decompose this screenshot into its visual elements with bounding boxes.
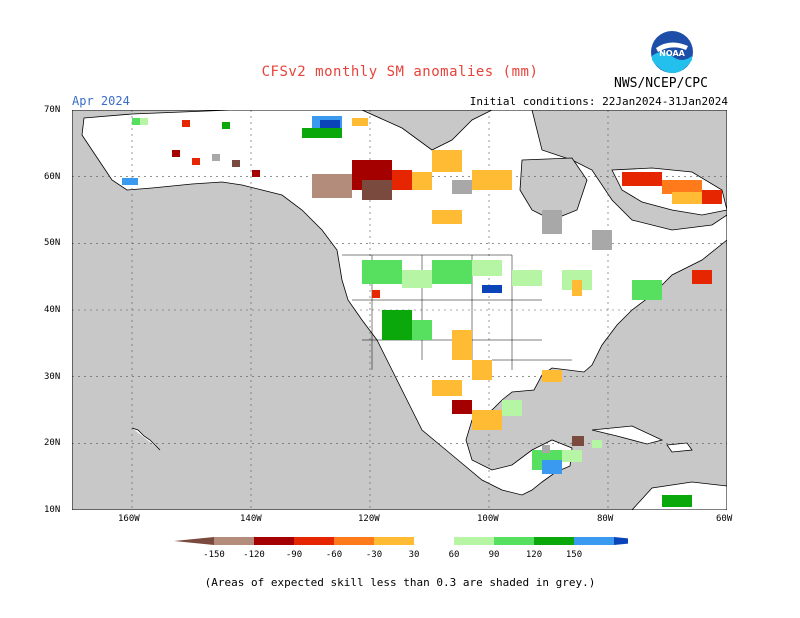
lon-label: 120W [358,514,380,524]
cuba-outline [591,425,664,445]
agency-label: NWS/NCEP/CPC [614,76,708,91]
legend-swatch [414,537,454,545]
color-legend: -150 -120 -90 -60 -30 30 60 90 120 150 [174,537,628,560]
hudson-bay [519,157,588,221]
anomaly-map [72,110,727,510]
skill-note: (Areas of expected skill less than 0.3 a… [204,576,596,589]
legend-tick-label: 150 [566,550,582,560]
legend-swatch [374,537,414,545]
legend-swatch [334,537,374,545]
map-title: CFSv2 monthly SM anomalies (mm) [261,64,539,80]
legend-tick-label: 30 [409,550,420,560]
hispaniola-outline [666,442,693,453]
lon-label: 80W [597,514,614,524]
legend-swatch [454,537,494,545]
legend-swatch [214,537,254,545]
legend-tick-label: 120 [526,550,542,560]
legend-swatch [294,537,334,545]
anomaly-cells [122,116,722,507]
legend-tick-label: 90 [489,550,500,560]
legend-tick-label: -30 [366,550,382,560]
legend-tick-label: -150 [203,550,225,560]
legend-tick-label: -120 [243,550,265,560]
legend-tick-label: 60 [449,550,460,560]
lat-label: 40N [44,305,61,315]
legend-arrow-low [174,537,214,545]
legend-tick-label: -90 [286,550,302,560]
svg-text:NOAA: NOAA [659,49,685,58]
lat-label: 10N [44,505,61,515]
lat-label: 70N [44,105,61,115]
lon-label: 160W [118,514,140,524]
lon-label: 140W [240,514,262,524]
legend-arrow-high [614,537,628,545]
forecast-period: Apr 2024 [72,94,130,108]
initial-conditions: Initial conditions: 22Jan2024-31Jan2024 [469,95,728,108]
lat-label: 30N [44,372,61,382]
lat-label: 60N [44,172,61,182]
latlon-grid [72,110,727,510]
noaa-logo-icon: NOAA [651,31,693,74]
legend-swatch [254,537,294,545]
lon-label: 60W [716,514,733,524]
legend-swatch [574,537,614,545]
legend-swatch [534,537,574,545]
hawaii-outline [131,427,161,451]
legend-tick-label: -60 [326,550,342,560]
legend-swatch [494,537,534,545]
lon-label: 100W [477,514,499,524]
lat-label: 20N [44,438,61,448]
lat-label: 50N [44,238,61,248]
